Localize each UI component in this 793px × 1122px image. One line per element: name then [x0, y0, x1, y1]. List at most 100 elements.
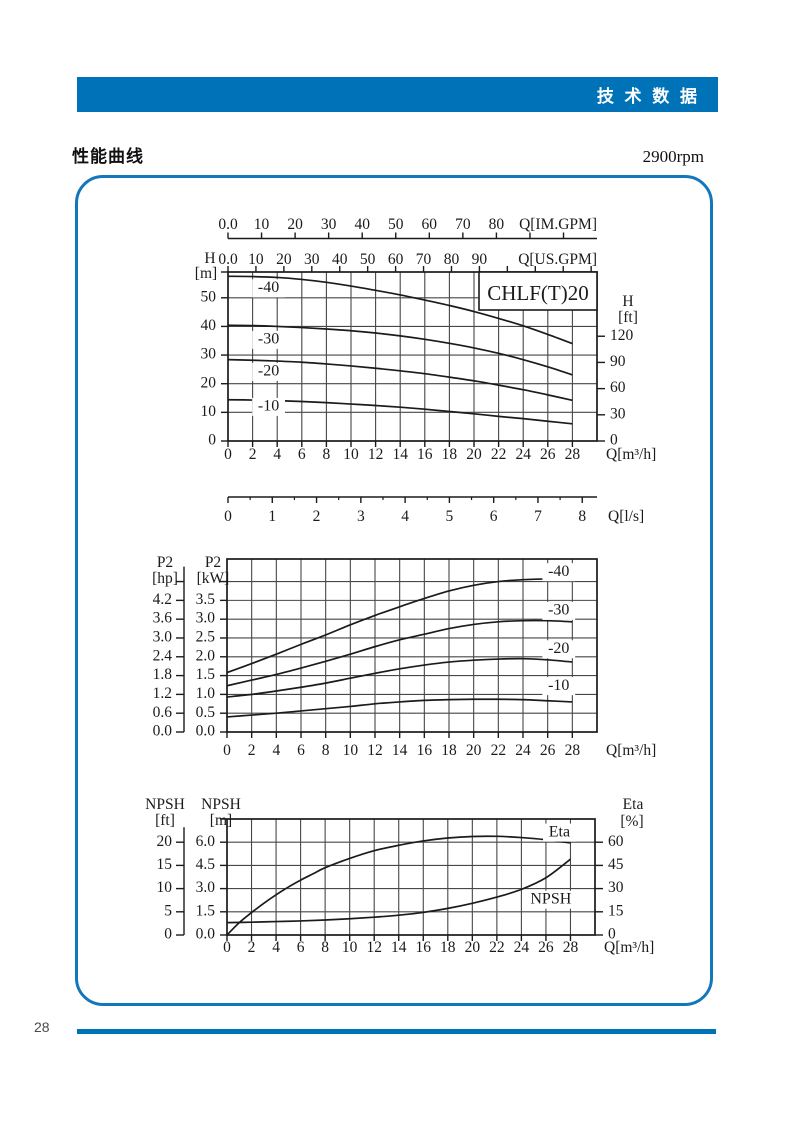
- svg-text:0.0: 0.0: [218, 216, 238, 233]
- svg-text:P2: P2: [205, 554, 221, 571]
- svg-text:2: 2: [248, 742, 256, 759]
- svg-text:28: 28: [565, 446, 581, 463]
- svg-text:2.5: 2.5: [196, 629, 216, 646]
- svg-text:1: 1: [268, 508, 276, 525]
- svg-text:0: 0: [224, 446, 232, 463]
- svg-text:1.8: 1.8: [153, 666, 173, 683]
- svg-text:-20: -20: [548, 640, 569, 657]
- curve--20: [227, 358, 573, 402]
- svg-text:70: 70: [455, 216, 471, 233]
- svg-text:120: 120: [610, 327, 634, 344]
- svg-text:5: 5: [164, 902, 172, 919]
- svg-text:40: 40: [201, 317, 217, 334]
- curve--40: [227, 275, 573, 345]
- svg-text:Q[m³/h]: Q[m³/h]: [606, 742, 656, 759]
- svg-text:10: 10: [201, 403, 217, 420]
- svg-text:2: 2: [313, 508, 321, 525]
- svg-text:4: 4: [272, 742, 280, 759]
- svg-text:80: 80: [489, 216, 505, 233]
- chart-title-box: [478, 271, 598, 311]
- svg-text:40: 40: [354, 216, 370, 233]
- svg-text:4.5: 4.5: [196, 856, 216, 873]
- svg-text:30: 30: [304, 251, 320, 268]
- svg-text:0.0: 0.0: [196, 723, 216, 740]
- svg-text:10: 10: [157, 879, 173, 896]
- svg-text:[ft]: [ft]: [155, 812, 175, 829]
- svg-text:-20: -20: [258, 363, 279, 380]
- svg-text:H: H: [204, 250, 215, 267]
- pump-speed-label: 2900rpm: [642, 147, 704, 166]
- svg-text:40: 40: [332, 251, 348, 268]
- svg-text:10: 10: [343, 446, 359, 463]
- svg-text:2.0: 2.0: [196, 647, 216, 664]
- svg-text:20: 20: [276, 251, 292, 268]
- svg-text:20: 20: [466, 446, 482, 463]
- svg-text:15: 15: [157, 856, 173, 873]
- svg-text:H: H: [622, 293, 633, 310]
- svg-text:24: 24: [515, 742, 531, 759]
- svg-text:30: 30: [608, 879, 624, 896]
- curve--30: [226, 619, 573, 687]
- svg-text:26: 26: [540, 446, 556, 463]
- svg-text:30: 30: [610, 405, 626, 422]
- svg-text:14: 14: [392, 742, 408, 759]
- svg-text:6: 6: [490, 508, 498, 525]
- svg-text:2.4: 2.4: [153, 647, 173, 664]
- svg-text:[kW]: [kW]: [197, 570, 230, 587]
- svg-text:1.0: 1.0: [196, 685, 216, 702]
- svg-text:10: 10: [254, 216, 270, 233]
- svg-text:3.0: 3.0: [196, 879, 216, 896]
- svg-text:[m]: [m]: [195, 265, 217, 282]
- curve-NPSH: [226, 858, 571, 924]
- svg-text:4: 4: [272, 939, 280, 956]
- svg-text:6: 6: [297, 742, 305, 759]
- svg-text:60: 60: [388, 251, 404, 268]
- svg-text:[m]: [m]: [210, 812, 232, 829]
- svg-text:4.2: 4.2: [153, 591, 172, 608]
- svg-text:CHLF(T)20: CHLF(T)20: [487, 281, 589, 305]
- svg-text:4: 4: [273, 446, 281, 463]
- performance-curves-panel: [75, 175, 713, 1006]
- svg-text:24: 24: [514, 939, 530, 956]
- svg-text:14: 14: [392, 446, 408, 463]
- svg-text:0: 0: [610, 432, 618, 449]
- svg-text:20: 20: [466, 742, 482, 759]
- svg-text:18: 18: [442, 446, 458, 463]
- svg-text:-10: -10: [258, 398, 279, 415]
- svg-text:3: 3: [357, 508, 365, 525]
- section-row: 性能曲线 2900rpm: [72, 142, 704, 167]
- svg-text:20: 20: [287, 216, 303, 233]
- svg-text:16: 16: [417, 742, 433, 759]
- svg-text:18: 18: [440, 939, 456, 956]
- svg-text:6: 6: [298, 446, 306, 463]
- svg-text:Eta: Eta: [549, 823, 570, 840]
- svg-text:-40: -40: [548, 563, 569, 580]
- curve--30: [227, 324, 573, 376]
- header-banner: 技 术 数 据: [77, 77, 718, 112]
- svg-text:10: 10: [342, 939, 358, 956]
- svg-text:4: 4: [401, 508, 409, 525]
- svg-text:6: 6: [297, 939, 305, 956]
- svg-text:Q[l/s]: Q[l/s]: [608, 508, 644, 525]
- svg-text:0.0: 0.0: [218, 251, 238, 268]
- svg-text:3.6: 3.6: [153, 610, 173, 627]
- svg-text:-10: -10: [548, 677, 569, 694]
- svg-text:0.5: 0.5: [196, 704, 216, 721]
- svg-text:NPSH: NPSH: [201, 796, 241, 813]
- curve-Eta: [226, 835, 571, 936]
- svg-text:26: 26: [538, 939, 554, 956]
- svg-text:10: 10: [248, 251, 264, 268]
- chart-power: 0 2 4 6 8 10 12 14 16 18 20 22 24 26 28 Q[m³/h]0.00.51.…: [152, 554, 656, 759]
- svg-text:8: 8: [578, 508, 586, 525]
- curve--20: [226, 657, 573, 698]
- svg-text:6.0: 6.0: [196, 833, 216, 850]
- svg-text:50: 50: [388, 216, 404, 233]
- curve--10: [226, 698, 573, 718]
- svg-text:0.0: 0.0: [196, 926, 216, 943]
- svg-text:8: 8: [322, 742, 330, 759]
- svg-text:16: 16: [417, 446, 433, 463]
- svg-text:0: 0: [164, 926, 172, 943]
- svg-text:Q[m³/h]: Q[m³/h]: [604, 939, 654, 956]
- svg-text:2: 2: [249, 446, 257, 463]
- svg-text:2: 2: [248, 939, 256, 956]
